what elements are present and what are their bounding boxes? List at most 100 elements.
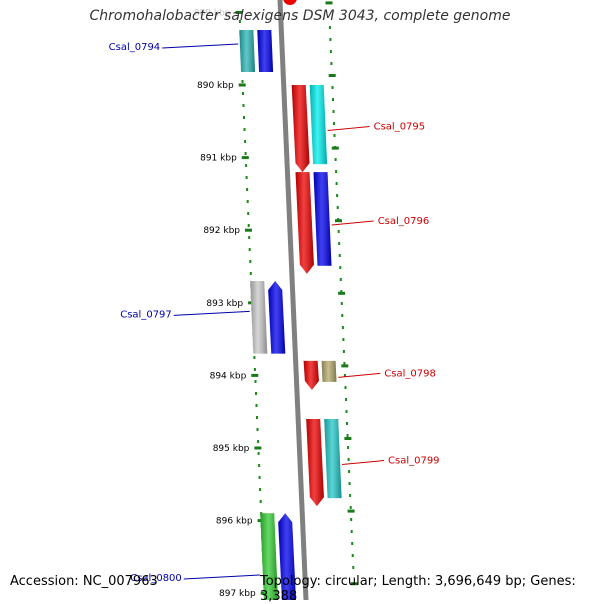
gene-strand-bar bbox=[313, 172, 332, 266]
backbone-line bbox=[277, 0, 309, 600]
outline-dot bbox=[348, 482, 351, 485]
outline-dot bbox=[346, 422, 348, 425]
gene-cog-bar bbox=[260, 513, 278, 600]
gene-arrow-shade bbox=[250, 281, 268, 354]
label-connector bbox=[173, 310, 250, 316]
outline-dot bbox=[255, 404, 258, 407]
gene-cog-bar bbox=[295, 172, 314, 274]
gene-strand-bar bbox=[268, 281, 286, 354]
gene-arrow-shade bbox=[306, 419, 324, 507]
outline-dot bbox=[335, 170, 338, 173]
kbp-tick-right bbox=[331, 146, 339, 150]
gene-track bbox=[239, 30, 342, 600]
outline-dot bbox=[349, 494, 352, 497]
gene-arrow-shade bbox=[278, 513, 296, 600]
gene-csal_0798 bbox=[303, 360, 337, 390]
outline-dot bbox=[343, 362, 346, 365]
outline-dot bbox=[352, 566, 355, 569]
gene-cog-bar bbox=[250, 281, 268, 354]
gene-arrow-shade bbox=[313, 172, 332, 266]
outline-dot bbox=[247, 212, 250, 215]
outline-dot bbox=[243, 116, 245, 119]
gene-arrow-shade bbox=[239, 30, 256, 72]
outline-dot bbox=[342, 338, 345, 341]
outline-dot bbox=[242, 92, 244, 95]
map-title: Chromohalobacter salexigens DSM 3043, co… bbox=[89, 8, 511, 24]
kbp-tick bbox=[245, 228, 252, 232]
gene-arrow-shade bbox=[324, 419, 342, 499]
kbp-tick bbox=[251, 373, 259, 377]
gene-strand-bar bbox=[257, 30, 274, 72]
outline-dot bbox=[335, 182, 338, 185]
outline-dot bbox=[256, 416, 258, 419]
gene-csal_0799 bbox=[306, 419, 342, 507]
label-connector bbox=[338, 372, 381, 378]
outline-dot bbox=[336, 206, 339, 209]
label-connector bbox=[162, 43, 239, 49]
gene-cog-bar bbox=[306, 419, 324, 507]
outline-dot bbox=[351, 542, 354, 545]
gene-labels: Csal_0794 Csal_0795 Csal_0796 Csal_0797 Csal… bbox=[109, 42, 440, 584]
outline-dot bbox=[350, 530, 353, 533]
outline-dot bbox=[254, 380, 257, 383]
outline-dot bbox=[253, 356, 256, 359]
outline-dot bbox=[256, 428, 259, 431]
gene-arrow-shade bbox=[257, 30, 274, 72]
outline-dot bbox=[344, 386, 347, 389]
outline-dot bbox=[246, 188, 249, 191]
outline-dot bbox=[257, 452, 260, 455]
gene-arrow-shade bbox=[303, 360, 319, 390]
outline-dot bbox=[246, 200, 249, 203]
gene-label: Csal_0796 bbox=[378, 216, 430, 227]
outline-dot bbox=[258, 464, 261, 467]
outline-dot bbox=[350, 518, 353, 521]
outline-dot bbox=[257, 440, 260, 443]
outline-dot bbox=[329, 50, 332, 53]
kbp-label: 893 kbp bbox=[206, 299, 243, 309]
gene-csal_0797 bbox=[250, 281, 286, 354]
outline-dot bbox=[343, 374, 346, 377]
offscreen-gene-marker bbox=[283, 0, 297, 5]
gene-strand-bar bbox=[324, 419, 342, 499]
gene-arrow-shade bbox=[260, 513, 278, 600]
gene-strand-bar bbox=[309, 85, 328, 165]
kbp-tick-right bbox=[347, 509, 355, 513]
gene-label: Csal_0800 bbox=[130, 573, 182, 584]
gene-strand-bar bbox=[278, 513, 296, 600]
outline-dot bbox=[248, 248, 251, 251]
outline-dot bbox=[339, 278, 342, 281]
label-connector bbox=[331, 220, 374, 226]
kbp-tick-right bbox=[325, 1, 333, 5]
gene-strand-bar bbox=[321, 360, 337, 382]
kbp-label: 897 kbp bbox=[219, 589, 256, 599]
kbp-label: 891 kbp bbox=[200, 154, 237, 164]
outline-dot bbox=[258, 476, 261, 479]
outline-dot bbox=[334, 158, 337, 161]
outline-dot bbox=[333, 134, 336, 137]
outline-dot bbox=[339, 266, 342, 269]
kbp-tick bbox=[235, 10, 243, 14]
gene-cog-bar bbox=[291, 85, 310, 173]
kbp-label: 890 kbp bbox=[197, 81, 234, 91]
outline-dot bbox=[336, 194, 339, 197]
gene-label: Csal_0799 bbox=[388, 456, 440, 467]
kbp-label: 895 kbp bbox=[213, 444, 250, 454]
kbp-tick bbox=[238, 83, 246, 87]
outline-dot bbox=[332, 110, 335, 113]
outline-dot bbox=[341, 326, 344, 329]
outline-dot bbox=[332, 98, 334, 101]
outline-dot bbox=[338, 254, 341, 257]
kbp-tick-right bbox=[341, 364, 349, 368]
gene-csal_0794 bbox=[239, 30, 274, 72]
outline-dot bbox=[340, 290, 343, 293]
outline-dot bbox=[341, 314, 344, 317]
outline-dot bbox=[348, 470, 351, 473]
outline-dot bbox=[259, 488, 262, 491]
kbp-label: 894 kbp bbox=[210, 371, 247, 381]
outline-dot bbox=[338, 242, 341, 245]
outline-dot bbox=[337, 230, 340, 233]
kbp-tick-right bbox=[350, 582, 358, 586]
outline-dot bbox=[259, 500, 262, 503]
outline-dot bbox=[245, 176, 248, 179]
outline-dot bbox=[238, 20, 241, 23]
